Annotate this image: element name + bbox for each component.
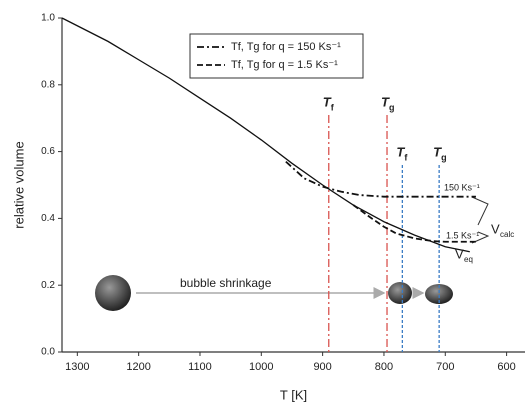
x-tick-label: 800	[375, 361, 393, 373]
marker-symbol: T	[396, 144, 405, 159]
marker-symbol: T	[433, 144, 442, 159]
annotation-subscript: calc	[500, 230, 514, 239]
x-tick-label: 600	[497, 361, 515, 373]
annotation-subscript: eq	[464, 255, 473, 264]
x-tick-label: 900	[313, 361, 331, 373]
annotation: bubble shrinkage	[180, 276, 272, 290]
x-tick-label: 1200	[126, 361, 150, 373]
annotation: V	[491, 221, 500, 236]
annotation: V	[455, 246, 464, 261]
series-line	[352, 204, 476, 243]
annotation: 1.5 Ks⁻¹	[446, 230, 479, 240]
marker-symbol: T	[323, 94, 332, 109]
x-axis-label: T [K]	[280, 387, 307, 402]
y-tick-label: 0.8	[41, 79, 55, 90]
legend-box	[189, 33, 364, 79]
y-tick-label: 0.4	[41, 213, 55, 224]
decoration	[95, 33, 490, 311]
marker-symbol: T	[381, 94, 390, 109]
marker-subscript: g	[441, 152, 447, 162]
x-tick-label: 1100	[188, 361, 212, 373]
bracket	[471, 231, 490, 244]
y-tick-label: 0.6	[41, 146, 55, 157]
x-tick-label: 700	[436, 361, 454, 373]
y-tick-label: 0.0	[41, 347, 55, 358]
marker-subscript: g	[389, 102, 395, 112]
series-line	[61, 17, 470, 253]
annotation: 150 Ks⁻¹	[444, 182, 480, 192]
legend-label: Tf, Tg for q = 150 Ks⁻¹	[231, 41, 341, 53]
series-line	[285, 160, 476, 198]
bubble	[95, 275, 131, 311]
bracket	[471, 196, 489, 226]
bubble	[425, 284, 453, 304]
marker-subscript: f	[331, 102, 335, 112]
y-axis-label: relative volume	[11, 141, 26, 228]
x-tick-label: 1000	[249, 361, 273, 373]
y-tick-label: 0.2	[41, 280, 55, 291]
bubble	[388, 282, 412, 304]
x-tick-label: 1300	[65, 361, 89, 373]
y-tick-label: 1.0	[41, 13, 55, 24]
marker-subscript: f	[404, 152, 408, 162]
legend-label: Tf, Tg for q = 1.5 Ks⁻¹	[231, 59, 338, 71]
